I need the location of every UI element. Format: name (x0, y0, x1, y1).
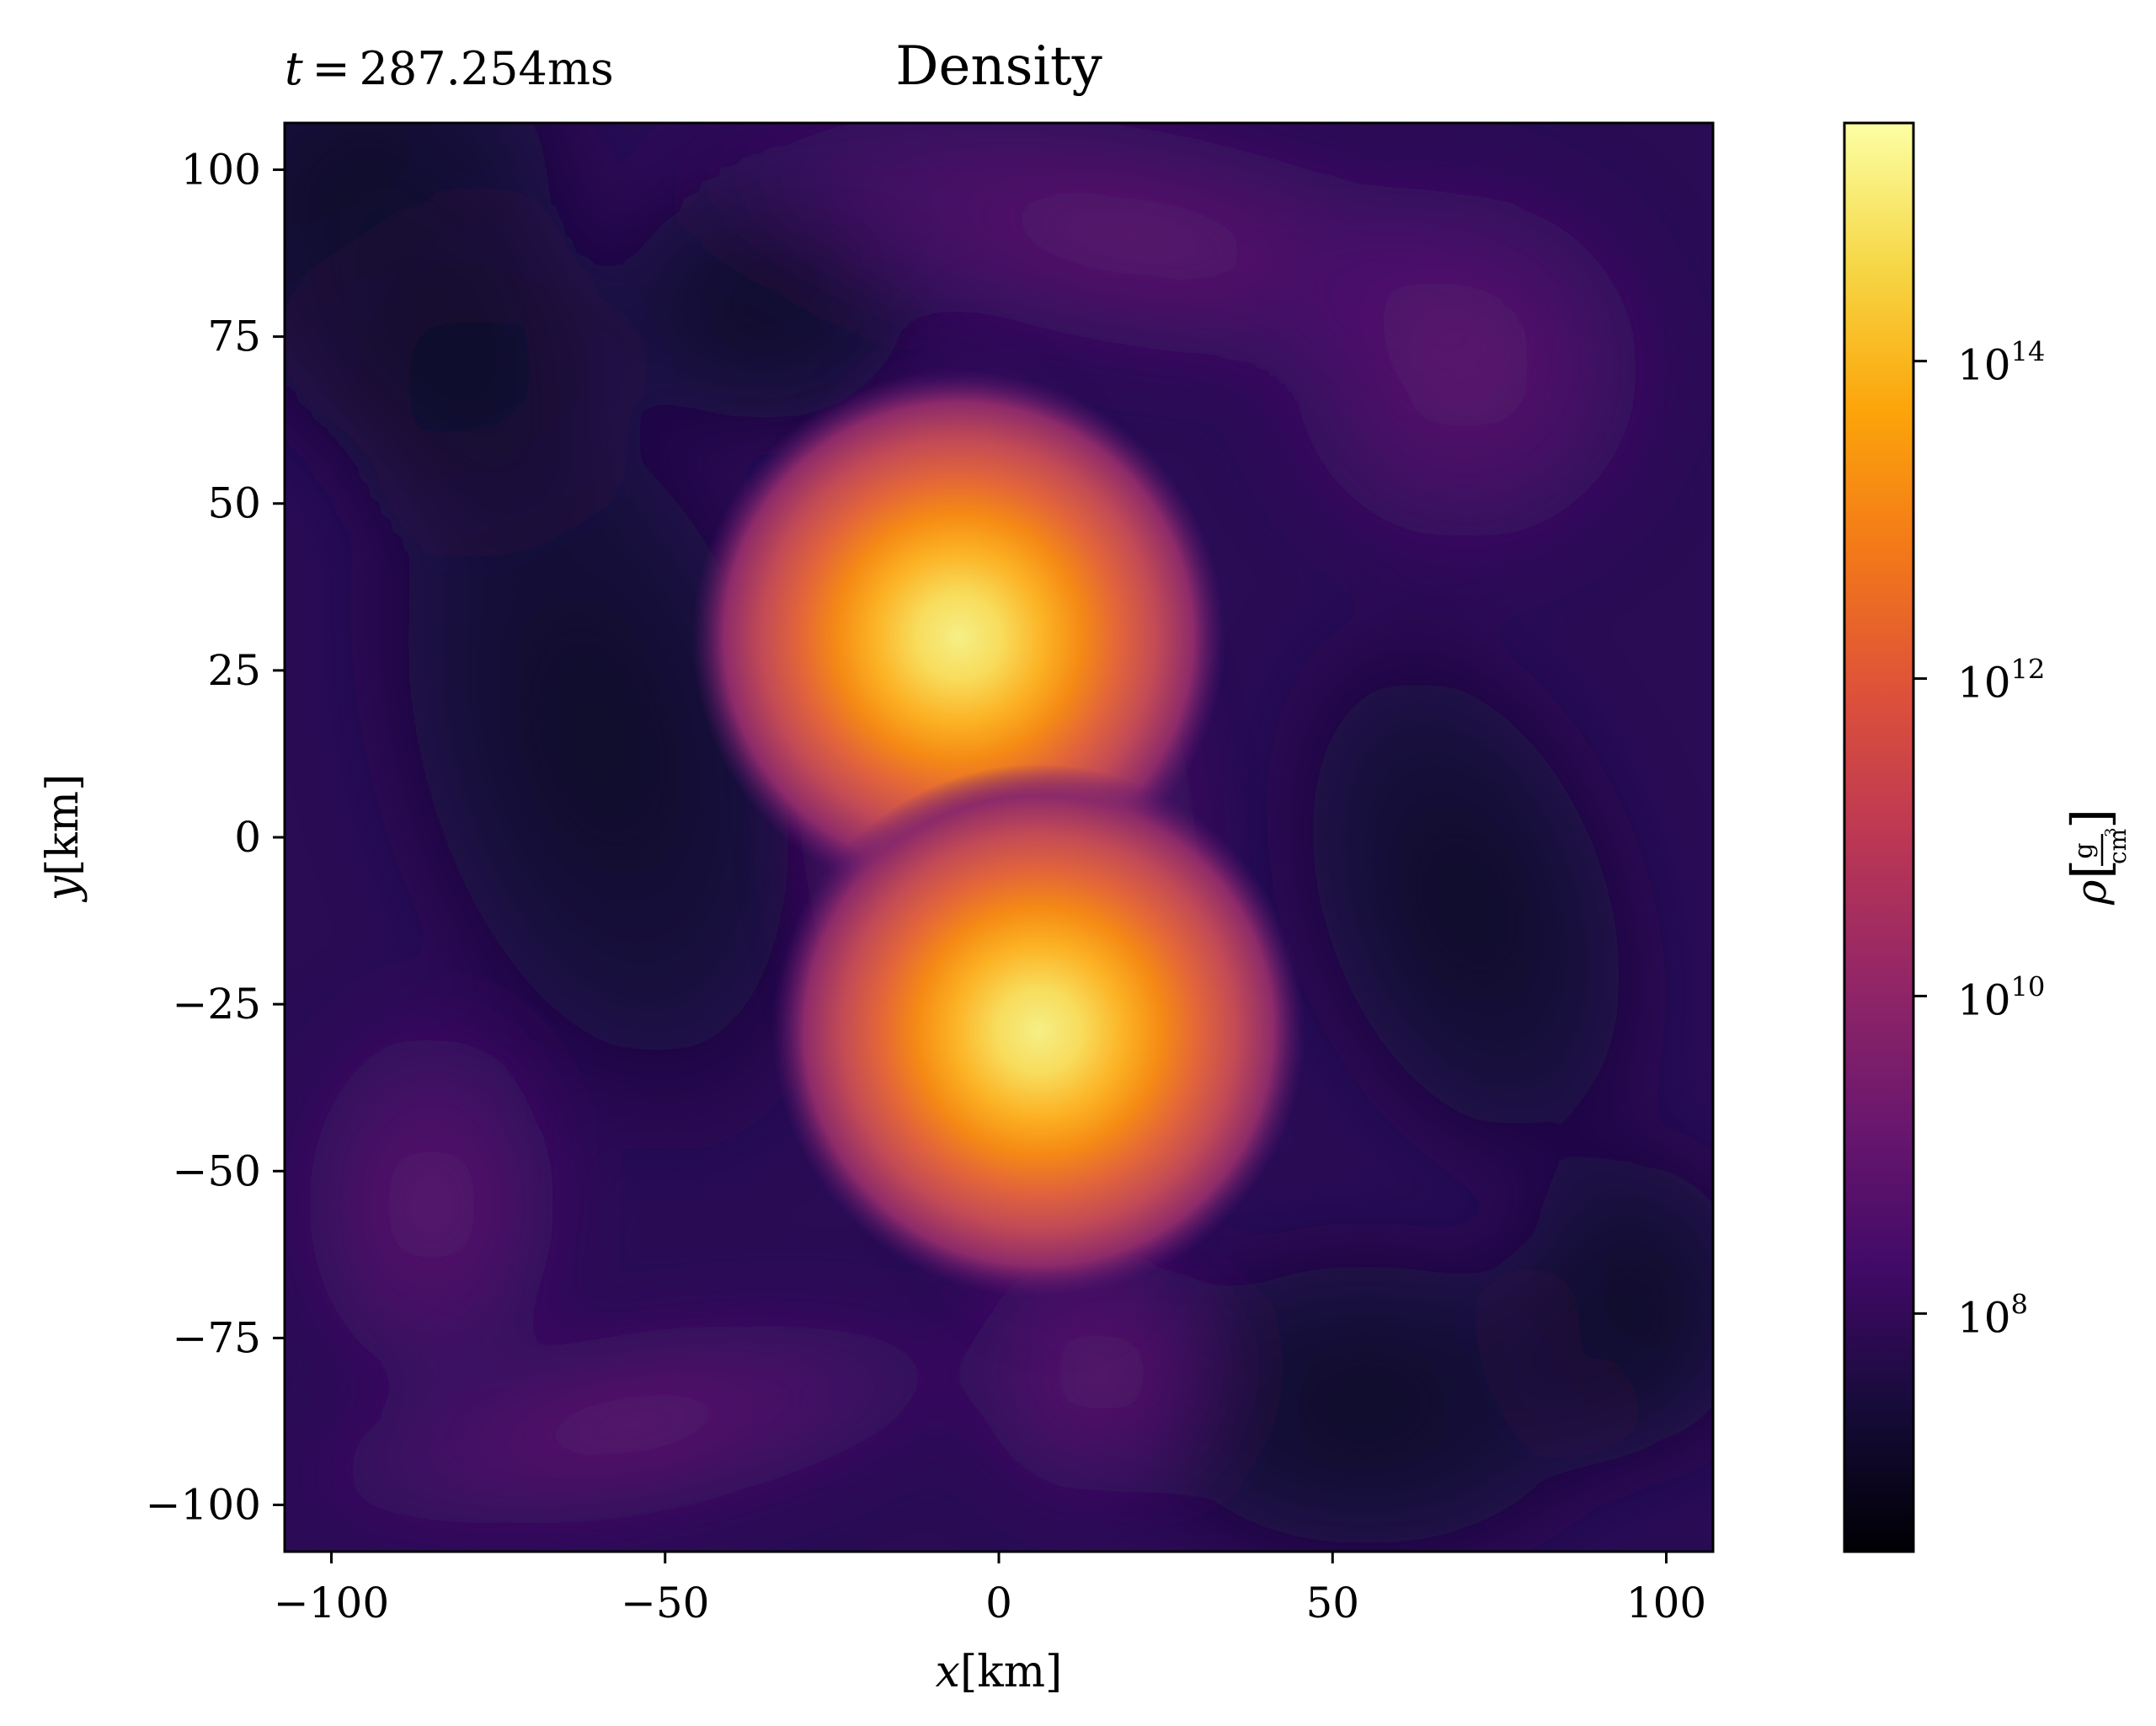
y-tick-label: 100 (181, 145, 261, 194)
x-axis-var: x (936, 1647, 960, 1697)
y-tick-label: 25 (207, 646, 261, 695)
colorbar-tick-label: 1014 (1957, 336, 2045, 390)
density-structure (1232, 136, 1700, 604)
colorbar (1843, 121, 1915, 1553)
colorbar-unit-den-exp: 3 (2102, 828, 2120, 837)
y-tick-label: −25 (172, 980, 261, 1029)
colorbar-ticks: 1014 1012 1010 108 (1913, 336, 2045, 1342)
y-axis-var: y (38, 875, 88, 902)
colorbar-unit-den: cm (2104, 829, 2132, 864)
y-tick-label: 75 (207, 313, 261, 361)
y-axis: 100 75 50 25 0 −25 −50 −75 −100 (146, 145, 285, 1530)
x-axis-label: x[km] (936, 1647, 1063, 1697)
time-annotation: t = 287.254ms (285, 42, 614, 95)
colorbar-bracket-left: [ (2060, 859, 2121, 879)
x-tick-label: −50 (621, 1579, 710, 1627)
colorbar-bracket-right: ] (2060, 809, 2121, 829)
y-tick-label: −75 (172, 1313, 261, 1362)
y-axis-unit: [km] (38, 774, 88, 876)
x-tick-label: 50 (1305, 1579, 1359, 1627)
colorbar-label: ρ [ g cm 3 ] (2060, 809, 2132, 906)
y-tick-label: −100 (146, 1481, 261, 1530)
density-structure (1465, 1104, 1713, 1505)
time-variable: t (285, 42, 303, 95)
y-tick-label: −50 (172, 1146, 261, 1195)
density-heatmap (285, 123, 1713, 1552)
x-tick-label: 0 (985, 1579, 1012, 1627)
time-equals: = (303, 42, 360, 95)
density-peak (771, 763, 1306, 1298)
y-tick-label: 50 (207, 479, 261, 528)
x-tick-label: 100 (1626, 1579, 1706, 1627)
colorbar-tick-label: 1010 (1957, 970, 2045, 1024)
chart-title: Density (895, 35, 1102, 98)
colorbar-tick-label: 108 (1957, 1288, 2028, 1342)
x-axis: −100 −50 0 50 100 (274, 1552, 1706, 1627)
density-structure (285, 970, 599, 1439)
density-structure (1246, 583, 1687, 1226)
time-value: 287.254ms (360, 42, 614, 95)
x-axis-unit: [km] (960, 1647, 1062, 1697)
y-tick-label: 0 (234, 813, 261, 862)
colorbar-tick-label: 1012 (1957, 654, 2045, 708)
x-tick-label: −100 (274, 1579, 389, 1627)
colorbar-symbol: ρ (2067, 879, 2116, 906)
colorbar-unit-num: g (2069, 842, 2099, 858)
y-axis-label: y[km] (38, 774, 88, 903)
